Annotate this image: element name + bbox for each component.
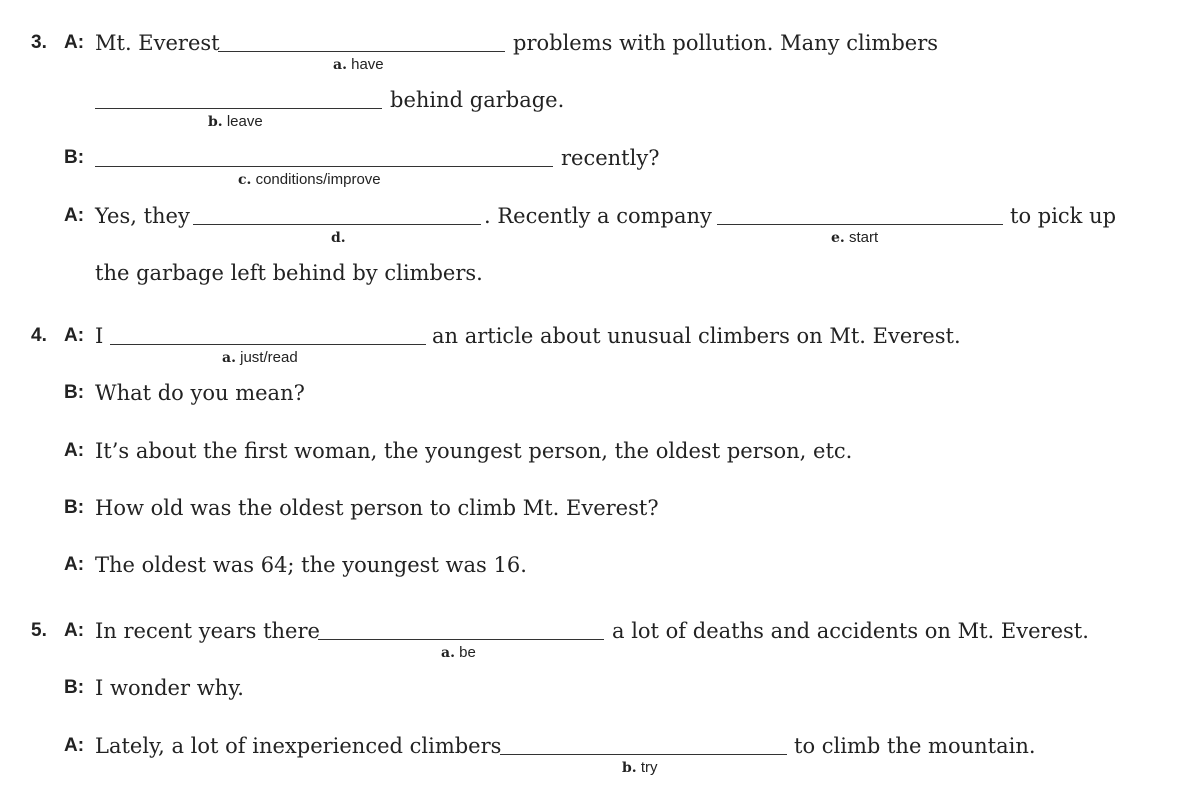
hint-word: have [351,56,384,73]
answer-blank-5b[interactable] [500,754,787,755]
speaker-label: A: [64,325,85,346]
line-text-after: a lot of deaths and accidents on Mt. Eve… [612,619,1089,643]
hint-word: conditions/improve [255,171,381,188]
hint-letter: c. [238,172,252,188]
answer-blank-4a[interactable] [110,344,426,345]
item-number: 4. [31,325,47,346]
item-number: 5. [31,620,47,641]
hint-letter: e. [831,230,845,246]
answer-blank-3b[interactable] [95,108,382,109]
line-text-after: an article about unusual climbers on Mt.… [432,324,961,348]
blank-hint: d. [331,230,346,245]
speaker-label: A: [64,205,85,226]
hint-word: try [640,759,658,776]
hint-letter: b. [208,114,223,130]
line-text-after: behind garbage. [390,88,565,112]
speaker-label: A: [64,620,85,641]
blank-hint: a. be [441,645,476,660]
blank-hint: c. conditions/improve [238,172,381,187]
line-text-after: to pick up [1010,204,1117,228]
line-text-before: Yes, they [95,204,190,228]
hint-letter: a. [222,350,236,366]
item-4-line-4: B: How old was the oldest person to clim… [0,498,1187,548]
line-text-before: In recent years there [95,619,320,643]
blank-hint: b. leave [208,114,263,129]
item-number: 3. [31,32,47,53]
hint-letter: a. [441,645,455,661]
line-text-middle: . Recently a company [484,204,712,228]
line-text-after: problems with pollution. Many climbers [513,31,939,55]
item-3-line-1: 3. A: Mt. Everest a. have problems with … [0,33,1187,83]
speaker-label: A: [64,32,85,53]
line-text-before: Lately, a lot of inexperienced climbers [95,734,502,758]
item-3-line-2: b. leave behind garbage. [0,90,1187,140]
blank-hint: e. start [831,230,878,245]
item-4-line-5: A: The oldest was 64; the youngest was 1… [0,555,1187,605]
line-text: the garbage left behind by climbers. [95,261,483,285]
line-text: It’s about the first woman, the youngest… [95,439,853,463]
hint-letter: d. [331,230,346,246]
item-3-line-4: A: Yes, they d. . Recently a company e. … [0,206,1187,256]
item-5-line-1: 5. A: In recent years there a. be a lot … [0,621,1187,671]
speaker-label: A: [64,440,85,461]
answer-blank-3e[interactable] [717,224,1003,225]
answer-blank-3a[interactable] [218,51,505,52]
blank-hint: a. have [333,57,384,72]
line-text-after: to climb the mountain. [794,734,1036,758]
hint-word: just/read [240,349,298,366]
answer-blank-5a[interactable] [318,639,604,640]
hint-word: start [848,229,879,246]
line-text: What do you mean? [95,381,305,405]
item-3-line-5: the garbage left behind by climbers. [0,263,1187,313]
speaker-label: B: [64,147,85,168]
hint-word: leave [226,113,263,130]
item-4-line-1: 4. A: I a. just/read an article about un… [0,326,1187,376]
item-4-line-2: B: What do you mean? [0,383,1187,433]
line-text-before: I [95,324,104,348]
line-text-before: Mt. Everest [95,31,220,55]
blank-hint: a. just/read [222,350,298,365]
speaker-label: B: [64,382,85,403]
speaker-label: A: [64,554,85,575]
line-text: The oldest was 64; the youngest was 16. [95,553,527,577]
item-4-line-3: A: It’s about the first woman, the young… [0,441,1187,491]
line-text: I wonder why. [95,676,244,700]
speaker-label: B: [64,677,85,698]
item-5-line-2: B: I wonder why. [0,678,1187,728]
speaker-label: A: [64,735,85,756]
hint-letter: a. [333,57,347,73]
line-text-after: recently? [561,146,660,170]
line-text: How old was the oldest person to climb M… [95,496,659,520]
hint-letter: b. [622,760,637,776]
item-5-line-3: A: Lately, a lot of inexperienced climbe… [0,736,1187,786]
speaker-label: B: [64,497,85,518]
hint-word: be [459,644,476,661]
blank-hint: b. try [622,760,658,775]
answer-blank-3c[interactable] [95,166,553,167]
item-3-line-3: B: c. conditions/improve recently? [0,148,1187,198]
answer-blank-3d[interactable] [193,224,481,225]
